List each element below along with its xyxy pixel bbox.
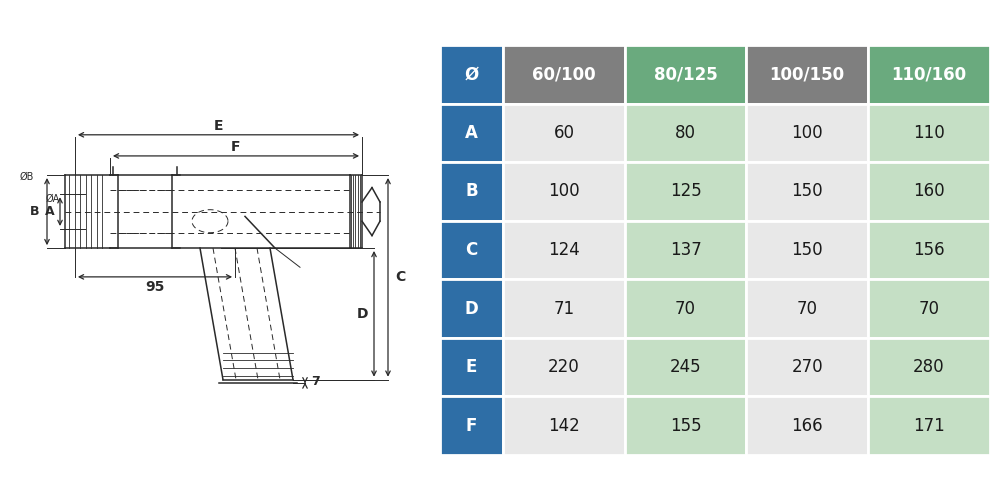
Bar [746, 396, 868, 455]
Text: 80/125: 80/125 [654, 66, 717, 84]
Bar [625, 396, 746, 455]
Text: 150: 150 [791, 241, 823, 259]
Bar [440, 396, 503, 455]
Bar [868, 45, 990, 104]
Text: B: B [30, 205, 40, 218]
Bar [440, 338, 503, 396]
Text: 70: 70 [675, 300, 696, 318]
Text: E: E [214, 119, 223, 133]
Bar [868, 280, 990, 338]
Bar [503, 104, 625, 162]
Bar [746, 338, 868, 396]
Text: 100: 100 [548, 182, 580, 200]
Text: 124: 124 [548, 241, 580, 259]
Bar [503, 220, 625, 280]
Text: F: F [466, 416, 477, 434]
Text: B: B [465, 182, 478, 200]
Text: ØB: ØB [20, 172, 34, 182]
Text: E: E [466, 358, 477, 376]
Text: C: C [466, 241, 478, 259]
Text: 110/160: 110/160 [891, 66, 967, 84]
Text: 80: 80 [675, 124, 696, 142]
Text: 142: 142 [548, 416, 580, 434]
Bar [503, 280, 625, 338]
Bar [746, 220, 868, 280]
Text: 100: 100 [791, 124, 823, 142]
Bar [503, 45, 625, 104]
Bar [746, 162, 868, 220]
Text: 155: 155 [670, 416, 701, 434]
Text: 220: 220 [548, 358, 580, 376]
Text: 156: 156 [913, 241, 945, 259]
Bar [503, 396, 625, 455]
Bar [746, 45, 868, 104]
Text: F: F [231, 140, 241, 154]
Text: 60: 60 [554, 124, 575, 142]
Bar [503, 162, 625, 220]
Bar [868, 104, 990, 162]
Bar [440, 45, 503, 104]
Bar [440, 162, 503, 220]
Text: C: C [395, 270, 405, 284]
Text: 71: 71 [553, 300, 575, 318]
Bar [625, 162, 746, 220]
Text: ØA: ØA [46, 194, 60, 204]
Bar [440, 280, 503, 338]
Text: 245: 245 [670, 358, 701, 376]
Bar [625, 338, 746, 396]
Bar [625, 104, 746, 162]
Text: 70: 70 [797, 300, 818, 318]
Bar [440, 104, 503, 162]
Text: Ø: Ø [464, 66, 479, 84]
Text: 137: 137 [670, 241, 701, 259]
Text: A: A [45, 205, 55, 218]
Text: D: D [356, 307, 368, 321]
Bar [503, 338, 625, 396]
Text: 60/100: 60/100 [532, 66, 596, 84]
Text: 171: 171 [913, 416, 945, 434]
Text: 160: 160 [913, 182, 945, 200]
Text: 280: 280 [913, 358, 945, 376]
Text: 166: 166 [791, 416, 823, 434]
Bar [868, 396, 990, 455]
Text: 70: 70 [918, 300, 939, 318]
Text: 110: 110 [913, 124, 945, 142]
Bar [868, 338, 990, 396]
Bar [625, 220, 746, 280]
Text: 125: 125 [670, 182, 701, 200]
Bar [868, 220, 990, 280]
Text: 150: 150 [791, 182, 823, 200]
Text: 7: 7 [311, 375, 319, 388]
Bar [625, 280, 746, 338]
Bar [625, 45, 746, 104]
Text: 270: 270 [791, 358, 823, 376]
Text: 100/150: 100/150 [770, 66, 845, 84]
Text: D: D [465, 300, 479, 318]
Text: A: A [465, 124, 478, 142]
Text: 95: 95 [145, 280, 165, 294]
Bar [746, 104, 868, 162]
Bar [868, 162, 990, 220]
Bar [746, 280, 868, 338]
Bar [440, 220, 503, 280]
